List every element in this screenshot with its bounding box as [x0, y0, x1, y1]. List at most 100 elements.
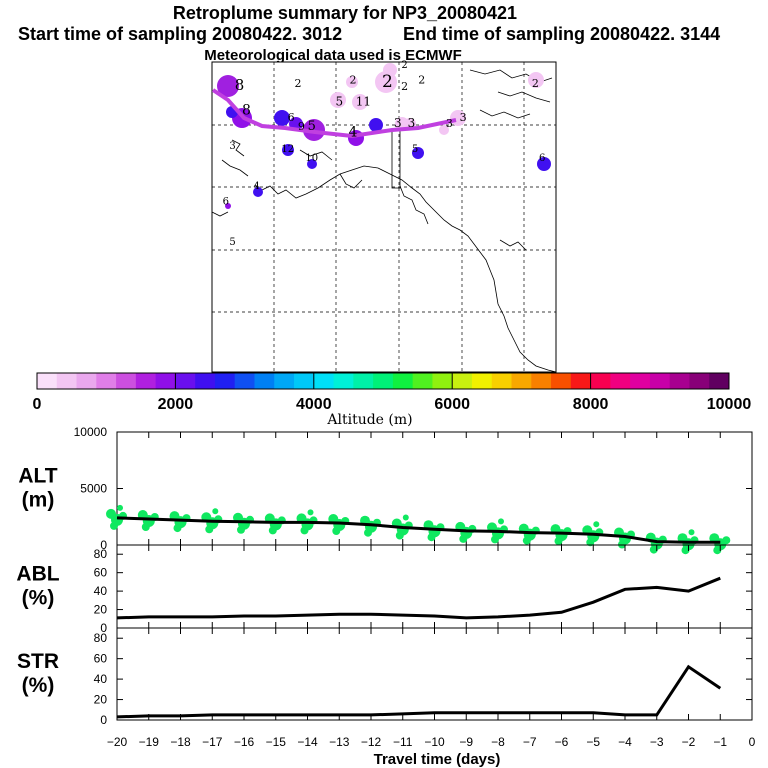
colorbar-cell	[353, 373, 374, 389]
plume-cluster-dot	[225, 203, 231, 209]
cluster-label: 6	[288, 111, 295, 124]
cluster-label: 10	[305, 153, 318, 164]
plume-cluster-dot	[537, 157, 551, 171]
x-axis-ticks: −20 −19 −18 −17 −16 −15 −14 −13 −12 −11 −10 −9 −8 −7−…	[107, 735, 756, 749]
colorbar-cell	[610, 373, 631, 389]
x-axis-label: Travel time (days)	[374, 751, 501, 768]
y-tick-label: 40	[94, 584, 108, 598]
colorbar-label: Altitude (m)	[326, 412, 412, 428]
y-tick-label: 80	[94, 631, 108, 645]
cluster-label: 2	[295, 77, 302, 90]
colorbar-cell	[333, 373, 354, 389]
colorbar-cell	[471, 373, 493, 389]
altitude-point	[300, 526, 309, 535]
colorbar-cell	[56, 373, 78, 389]
x-tick-label: −1	[713, 735, 727, 749]
plume-cluster-dot	[217, 75, 239, 97]
cluster-label: 12	[281, 144, 294, 155]
x-tick-label: −8	[491, 735, 505, 749]
altitude-point	[593, 521, 600, 528]
altitude-point	[205, 525, 214, 534]
cluster-label: 3	[408, 116, 416, 130]
cluster-label: 6	[539, 153, 545, 164]
colorbar-cell	[630, 373, 651, 389]
colorbar-cell	[195, 373, 216, 389]
altitude-point	[522, 536, 531, 545]
colorbar-tick-label: 10000	[707, 396, 752, 413]
plume-cluster-dot	[528, 72, 544, 88]
plume-cluster-dot	[369, 118, 383, 132]
x-tick-label: 0	[749, 735, 756, 749]
plume-cluster-dot	[383, 63, 397, 77]
colorbar-cell	[511, 373, 532, 389]
cluster-label: 6	[223, 197, 229, 208]
cluster-label: 11	[356, 94, 371, 108]
colorbar-tick-label: 8000	[573, 396, 609, 413]
x-tick-label: −16	[234, 735, 255, 749]
y-tick-label: 10000	[74, 425, 108, 439]
plume-cluster-dot	[330, 92, 346, 108]
altitude-point	[427, 533, 436, 542]
altitude-point	[722, 536, 731, 545]
colorbar-cell	[373, 373, 394, 389]
y-tick-label: 80	[94, 547, 108, 561]
cluster-label: 8	[235, 76, 245, 94]
end-time-label: End time of sampling 20080422. 3144	[403, 24, 720, 44]
colorbar-tick-label: 0	[33, 396, 42, 413]
plume-cluster-dot	[439, 125, 449, 135]
series-line-alt	[116, 516, 721, 544]
altitude-point	[459, 534, 468, 543]
colorbar-cell	[76, 373, 97, 389]
colorbar-ticks: 0 2000 4000 6000 8000 10000	[33, 373, 752, 413]
y-tick-label: 20	[94, 693, 108, 707]
altitude-point	[364, 528, 372, 537]
colorbar-cell	[254, 373, 275, 389]
altitude-point	[110, 521, 118, 530]
colorbar-cells	[37, 373, 730, 389]
cluster-label: 3	[460, 111, 467, 124]
x-tick-label: −10	[424, 735, 445, 749]
altitude-point	[268, 526, 277, 535]
altitude-point	[681, 546, 690, 555]
y-tick-label: 0	[100, 621, 107, 635]
series-line-str	[116, 664, 722, 719]
plume-cluster-dot	[307, 159, 317, 169]
colorbar-cell	[294, 373, 315, 389]
altitude-point	[402, 514, 409, 521]
cluster-label: 2	[418, 74, 425, 87]
y-tick-label: 60	[94, 652, 108, 666]
map-gridlines	[212, 62, 556, 372]
colorbar-cell	[214, 373, 236, 389]
series-line-abl	[116, 576, 721, 620]
colorbar-cell	[551, 373, 572, 389]
panel-title: STR	[17, 650, 59, 673]
cluster-label: 4	[254, 181, 260, 192]
colorbar-cell	[669, 373, 690, 389]
colorbar-cell	[175, 373, 196, 389]
time-series-panels: 0500010000ALT(m)020406080ABL(%)020406080…	[16, 425, 753, 727]
cluster-label: 2	[382, 72, 393, 92]
panel-title: ALT	[18, 465, 57, 488]
colorbar-cell	[155, 373, 176, 389]
colorbar-cell	[274, 373, 295, 389]
cluster-label: 3	[229, 141, 235, 152]
cluster-label: 4	[349, 124, 358, 140]
altitude-point	[332, 527, 341, 535]
x-tick-label: −2	[682, 735, 696, 749]
altitude-point	[586, 538, 595, 547]
start-time-label: Start time of sampling 20080422. 3012	[18, 24, 342, 44]
altitude-point	[173, 524, 182, 533]
colorbar-cell	[96, 373, 117, 389]
met-data-label: Meteorological data used is ECMWF	[204, 47, 462, 64]
panel-abl: 0 20 40 60 80 ABL(%)	[16, 544, 753, 635]
cluster-label: 8	[242, 103, 251, 119]
altitude-point	[141, 523, 150, 531]
panel-str: 0 20 40 60 80 STR(%)	[17, 627, 753, 727]
cluster-label: 5	[412, 144, 418, 155]
cluster-label: 5	[335, 94, 343, 108]
y-tick-label: 0	[100, 538, 107, 552]
altitude-point	[554, 537, 563, 546]
y-tick-label: 5000	[80, 482, 107, 496]
plume-cluster-dot	[282, 144, 294, 156]
